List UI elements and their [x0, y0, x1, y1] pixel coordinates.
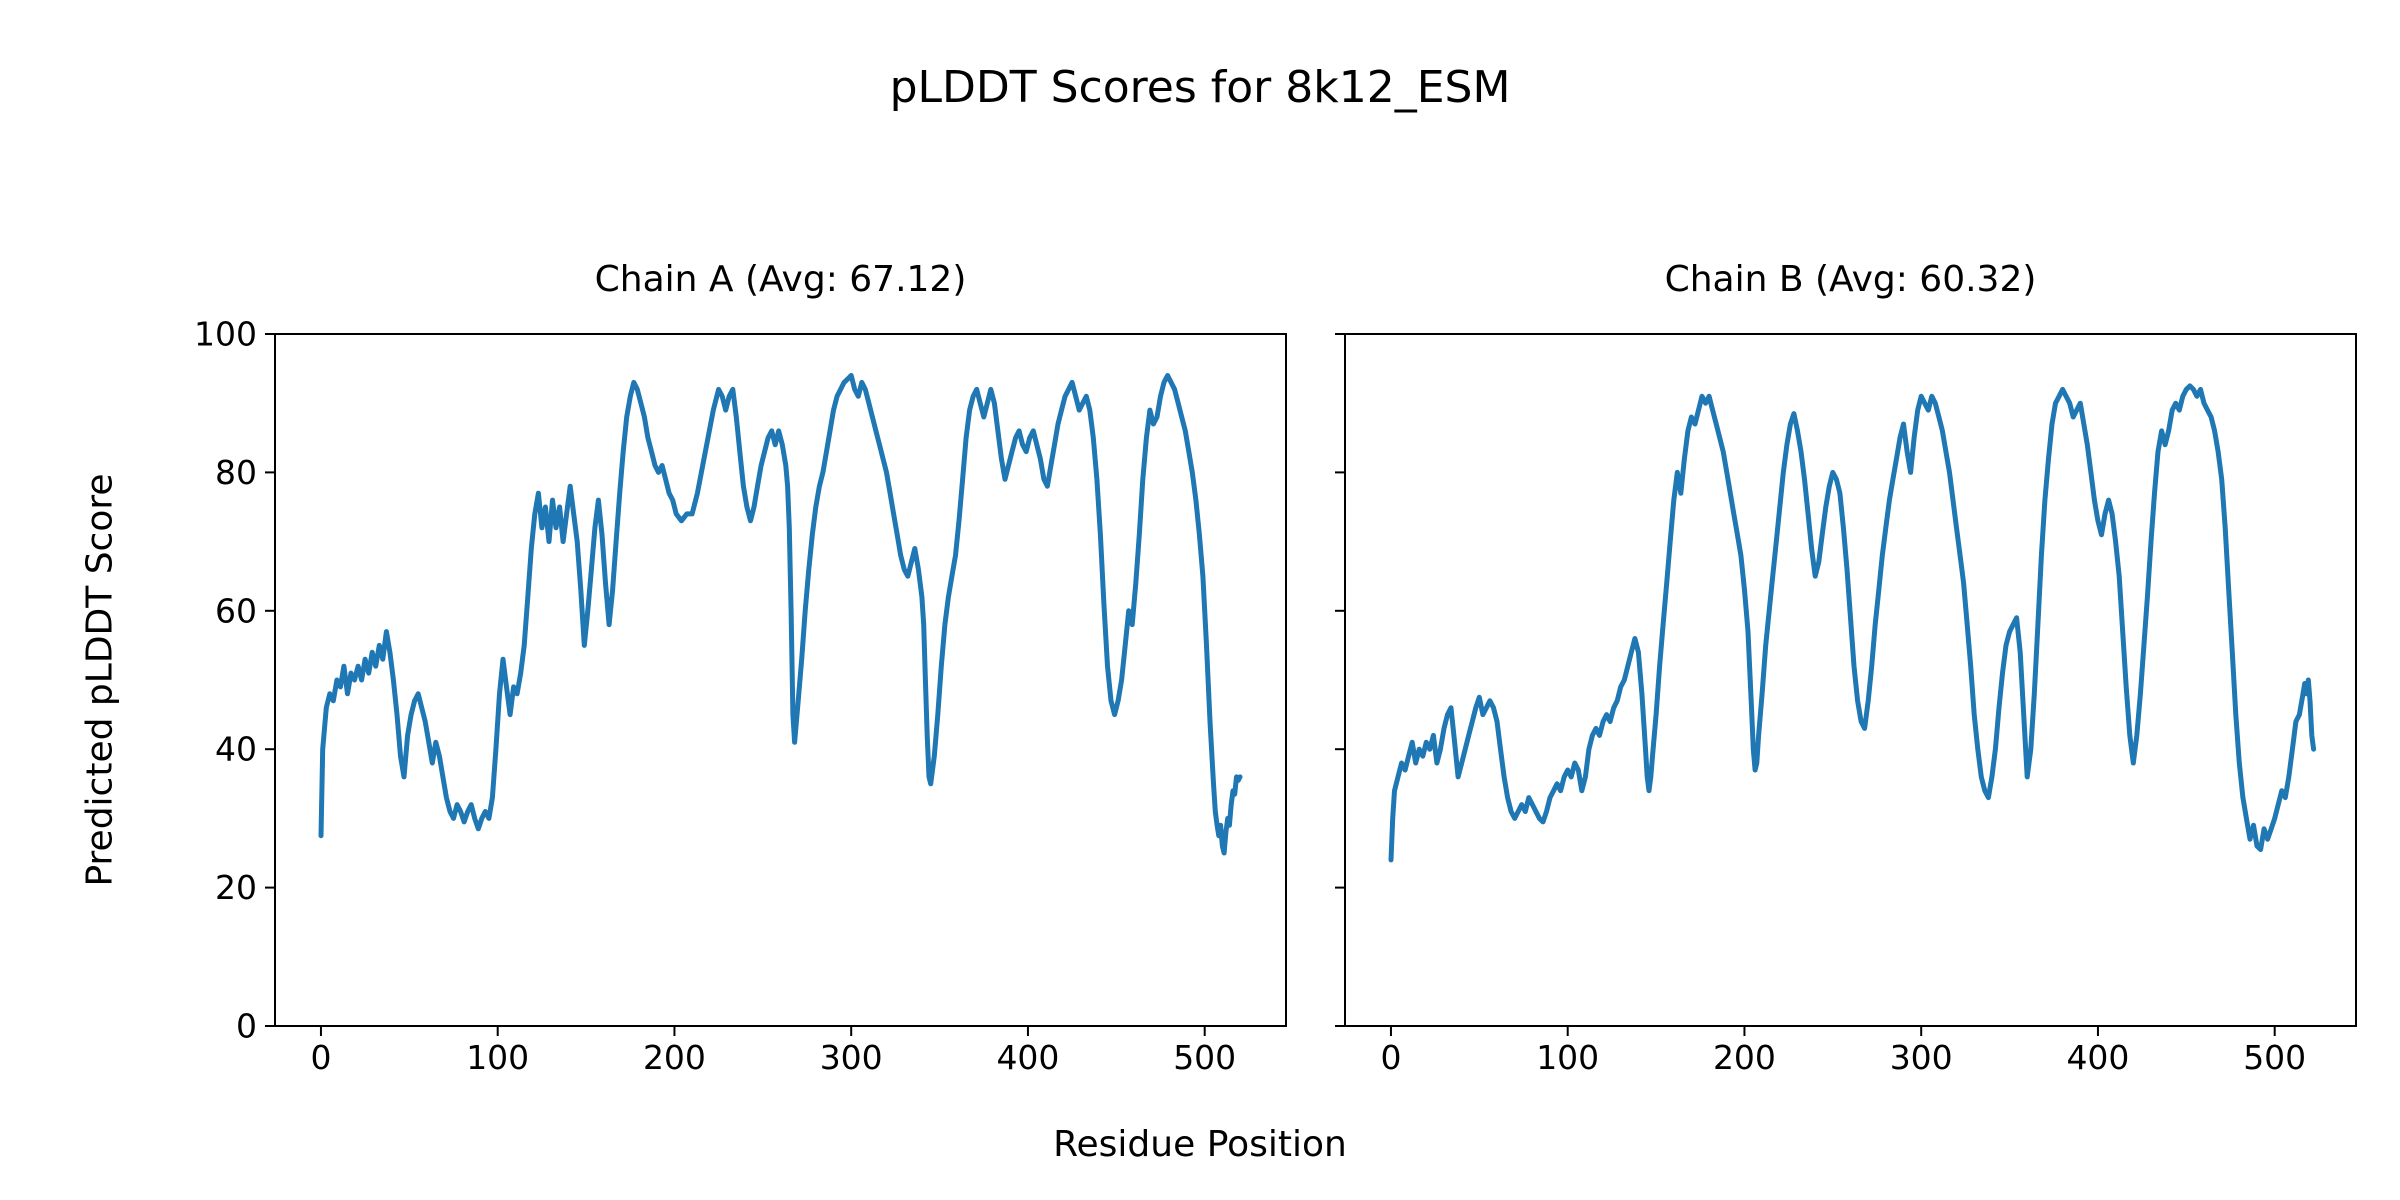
figure-title: pLDDT Scores for 8k12_ESM	[889, 62, 1511, 113]
x-tick-label: 500	[2243, 1038, 2306, 1077]
subplot-chain-b: 0 100 200 300 400 500	[1335, 333, 2357, 1077]
y-tick-label: 80	[215, 453, 257, 492]
axes-frame	[1344, 333, 2357, 1027]
subplot-title-chain-a: Chain A (Avg: 67.12)	[594, 259, 967, 300]
y-axis-label: Predicted pLDDT Score	[79, 473, 121, 887]
axes-frame	[274, 333, 1287, 1027]
y-tick-label: 40	[215, 730, 257, 769]
y-tick-label: 20	[215, 868, 257, 907]
x-tick-label: 300	[1890, 1038, 1953, 1077]
x-tick-label: 500	[1173, 1038, 1236, 1077]
plddt-line-chain-a	[318, 373, 1243, 856]
x-tick-label: 0	[1380, 1038, 1401, 1077]
x-tick-label: 400	[2066, 1038, 2129, 1077]
subplot-chain-a: 0 100 200 300 400 500 0 20 40 60 80 100	[194, 315, 1287, 1077]
subplot-title-chain-b: Chain B (Avg: 60.32)	[1664, 259, 2037, 300]
x-tick-label: 0	[310, 1038, 331, 1077]
x-tick-label: 100	[466, 1038, 529, 1077]
x-tick-label: 200	[1713, 1038, 1776, 1077]
y-tick-label: 60	[215, 591, 257, 630]
x-tick-label: 400	[996, 1038, 1059, 1077]
x-tick-label: 200	[643, 1038, 706, 1077]
y-tick-label: 100	[194, 315, 257, 354]
x-tick-label: 100	[1536, 1038, 1599, 1077]
plddt-line-chain-b	[1388, 383, 2317, 863]
x-axis-label: Residue Position	[1053, 1124, 1347, 1165]
y-tick-label: 0	[236, 1007, 257, 1046]
x-tick-label: 300	[820, 1038, 883, 1077]
